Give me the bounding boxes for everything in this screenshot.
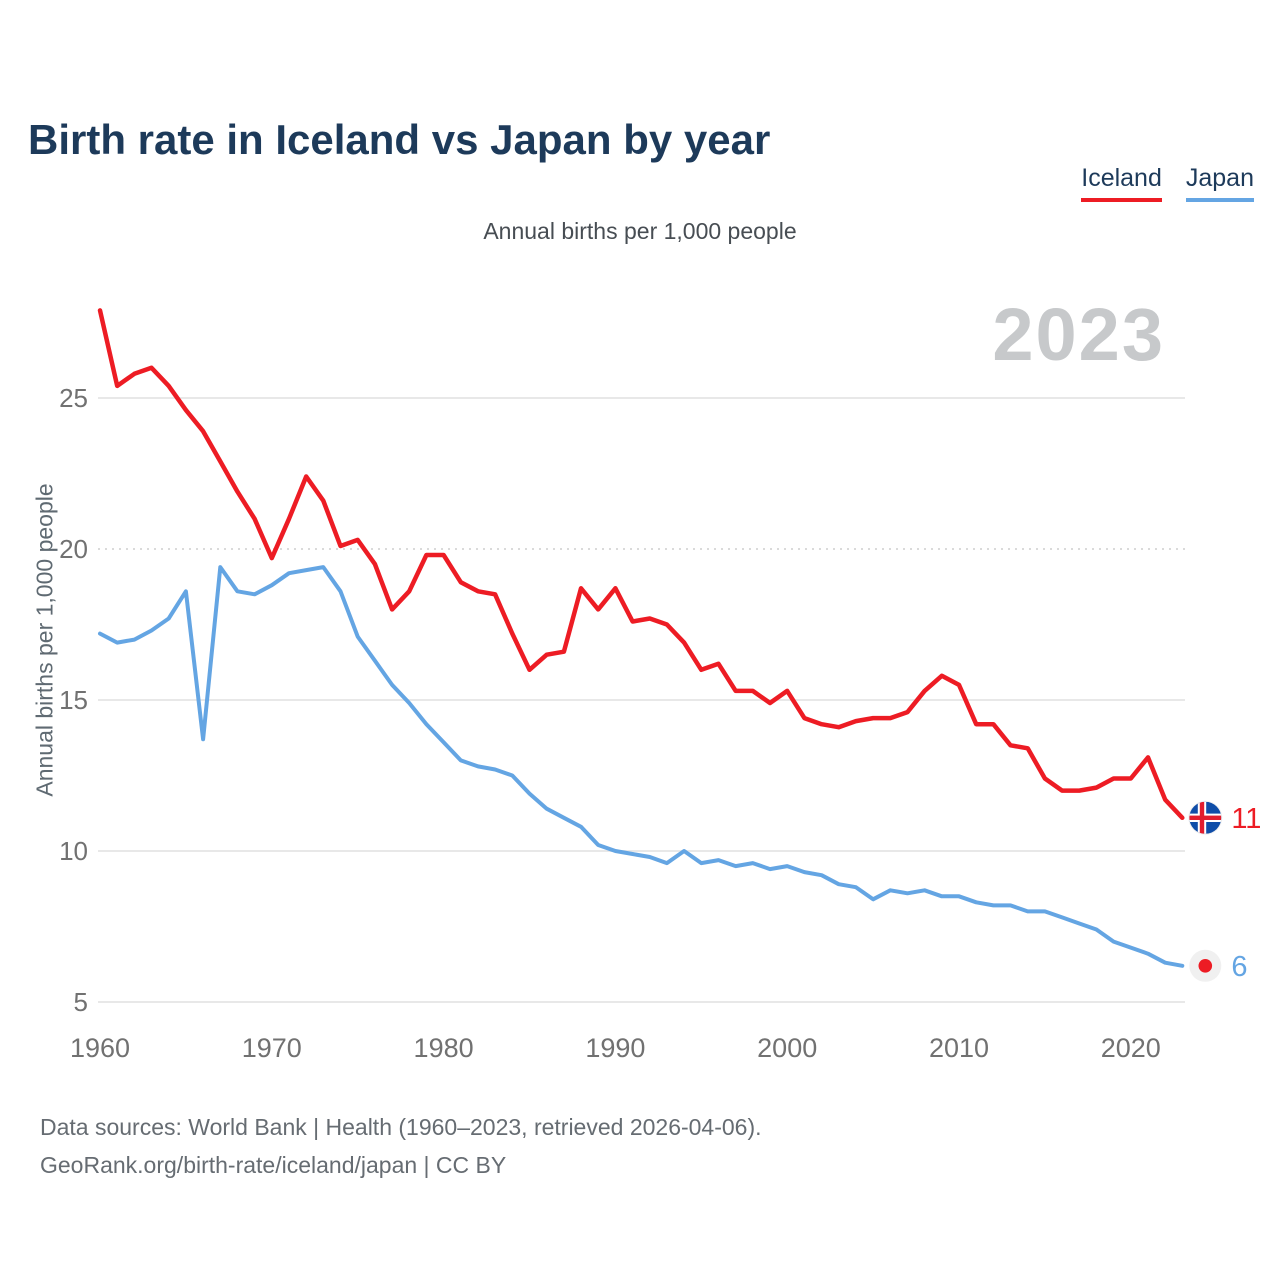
legend-item-japan[interactable]: Japan: [1185, 164, 1254, 202]
x-tick-label: 1990: [585, 1033, 645, 1063]
footer: Data sources: World Bank | Health (1960–…: [40, 1108, 762, 1184]
y-tick-label: 15: [59, 685, 88, 715]
footer-attribution: GeoRank.org/birth-rate/iceland/japan | C…: [40, 1152, 507, 1178]
year-watermark: 2023: [992, 293, 1165, 376]
japan-series-line: [98, 565, 1185, 968]
x-tick-label: 2010: [929, 1033, 989, 1063]
chart-subtitle: Annual births per 1,000 people: [483, 218, 797, 244]
iceland-flag-icon: [1188, 800, 1223, 835]
y-tick-label: 25: [59, 383, 88, 413]
y-tick-label: 10: [59, 836, 88, 866]
page-title: Birth rate in Iceland vs Japan by year: [28, 116, 771, 164]
y-tick-label: 5: [74, 987, 88, 1017]
x-tick-label: 2000: [757, 1033, 817, 1063]
x-tick-label: 1970: [242, 1033, 302, 1063]
y-tick-label: 20: [59, 534, 88, 564]
iceland-series-line: [97, 308, 1185, 821]
iceland-end-value: 11: [1231, 803, 1261, 835]
legend-item-iceland[interactable]: Iceland: [1081, 164, 1162, 202]
x-tick-label: 1960: [70, 1033, 130, 1063]
legend: Iceland Japan: [1081, 164, 1254, 202]
japan-flag-icon: [1189, 949, 1222, 982]
japan-end-value: 6: [1231, 951, 1247, 983]
footer-sources: Data sources: World Bank | Health (1960–…: [40, 1114, 762, 1140]
x-tick-label: 2020: [1101, 1033, 1161, 1063]
x-tick-label: 1980: [414, 1033, 474, 1063]
